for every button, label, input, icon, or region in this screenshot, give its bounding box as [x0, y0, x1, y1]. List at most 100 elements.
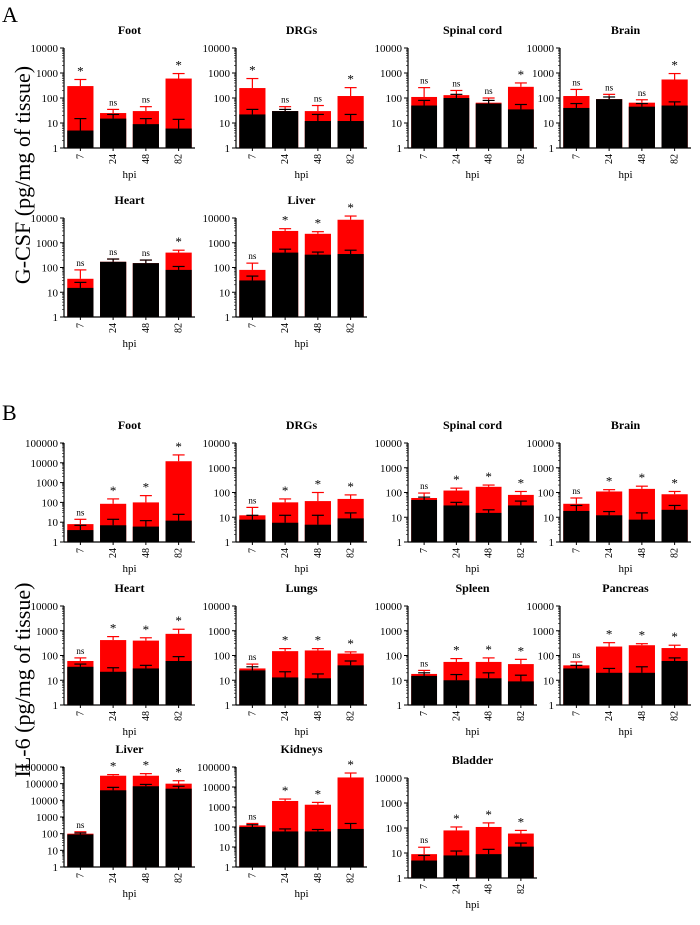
x-tick-label: 24 — [604, 548, 615, 558]
y-tick-label: 10000 — [31, 43, 59, 55]
bar-control — [628, 106, 655, 148]
x-tick-label: 7 — [247, 711, 258, 716]
significance-label: ns — [248, 811, 257, 821]
y-tick-label: 1 — [225, 862, 231, 874]
y-tick-label: 1 — [549, 143, 555, 155]
significance-label: * — [175, 439, 182, 454]
x-tick-label: 82 — [174, 323, 185, 333]
x-axis-label: hpi — [122, 338, 136, 350]
bar-control — [411, 499, 438, 542]
significance-label: * — [249, 63, 256, 78]
bar-control — [304, 121, 331, 148]
y-tick-label: 1000 — [208, 68, 231, 80]
bar-control — [596, 515, 623, 542]
x-tick-label: 7 — [571, 548, 582, 553]
bar-control — [661, 660, 688, 705]
y-tick-label: 1 — [549, 700, 555, 712]
chart-title: Liver — [116, 742, 145, 756]
chart-a-heart: Heart 1 10 100 1000 10000 ns 7 ns 24 ns 48 * 82 hpi — [31, 193, 195, 350]
chart-a-liver: Liver 1 10 100 1000 10000 ns 7 * 24 * 48 * 82 hpi — [203, 193, 367, 350]
chart-b-foot: Foot 1 10 100 1000 10000 100000 ns 7 * 24 * 48 * 82 hpi — [25, 418, 195, 575]
y-tick-label: 10 — [219, 842, 231, 854]
significance-label: * — [77, 63, 84, 78]
x-tick-label: 7 — [419, 884, 430, 889]
y-tick-label: 1 — [397, 537, 403, 549]
x-tick-label: 24 — [108, 548, 119, 558]
x-tick-label: 82 — [346, 548, 357, 558]
x-tick-label: 24 — [108, 873, 119, 883]
x-tick-label: 24 — [451, 154, 462, 164]
chart-b-bladder: Bladder 1 10 100 1000 10000 ns 7 * 24 * 48 * 82 hpi — [375, 753, 537, 911]
chart-b-heart: Heart 1 10 100 1000 10000 ns 7 * 24 * 48 * 82 hpi — [31, 581, 195, 738]
y-tick-label: 100 — [42, 829, 59, 841]
significance-label: ns — [452, 78, 461, 88]
significance-label: * — [518, 814, 525, 829]
bar-control — [239, 670, 266, 705]
x-tick-label: 48 — [313, 323, 324, 333]
x-tick-label: 82 — [516, 884, 527, 894]
x-tick-label: 48 — [141, 323, 152, 333]
significance-label: ns — [76, 646, 85, 656]
y-tick-label: 10000 — [203, 213, 231, 225]
y-tick-label: 100000 — [25, 438, 59, 450]
significance-label: * — [315, 633, 322, 648]
x-tick-label: 48 — [484, 548, 495, 558]
x-axis-label: hpi — [294, 338, 308, 350]
y-tick-label: 1000 — [532, 68, 555, 80]
significance-label: * — [143, 480, 150, 495]
x-tick-label: 24 — [280, 323, 291, 333]
y-tick-label: 10 — [391, 848, 403, 860]
bar-control — [304, 524, 331, 542]
bar-control — [337, 121, 364, 148]
x-axis-label: hpi — [122, 563, 136, 575]
bar-control — [67, 530, 94, 542]
y-tick-label: 10000 — [375, 438, 403, 450]
y-tick-label: 100 — [386, 651, 403, 663]
x-tick-label: 24 — [280, 711, 291, 721]
significance-label: * — [347, 636, 354, 651]
charts-group: Foot 1 10 100 1000 10000 * 7 ns 24 ns 48 * 82 hpi DRGs 1… — [20, 23, 691, 911]
x-tick-label: 24 — [451, 548, 462, 558]
y-tick-label: 100 — [214, 651, 231, 663]
y-tick-label: 100 — [42, 263, 59, 275]
chart-title: Heart — [115, 581, 145, 595]
x-tick-label: 7 — [75, 154, 86, 159]
x-tick-label: 7 — [75, 323, 86, 328]
bar-control — [100, 525, 127, 542]
significance-label: * — [347, 479, 354, 494]
bar-control — [443, 98, 470, 148]
x-axis-label: hpi — [618, 563, 632, 575]
y-tick-label: 10000 — [203, 601, 231, 613]
x-tick-label: 48 — [141, 873, 152, 883]
bar-control — [507, 505, 534, 542]
bar-control — [67, 666, 94, 705]
bar-control — [239, 280, 266, 317]
bar-control — [132, 786, 159, 867]
significance-label: ns — [142, 95, 151, 105]
significance-label: * — [639, 628, 646, 643]
significance-label: ns — [314, 94, 323, 104]
x-axis-label: hpi — [122, 169, 136, 181]
y-tick-label: 10000 — [203, 438, 231, 450]
bar-control — [132, 526, 159, 542]
y-tick-label: 10000 — [31, 795, 59, 807]
bar-control — [596, 99, 623, 148]
x-tick-label: 24 — [280, 548, 291, 558]
x-tick-label: 48 — [313, 548, 324, 558]
bar-control — [132, 124, 159, 148]
significance-label: * — [110, 621, 117, 636]
y-tick-label: 10 — [543, 118, 555, 130]
y-tick-label: 1000 — [36, 626, 59, 638]
y-tick-label: 1000 — [380, 463, 403, 475]
significance-label: * — [671, 475, 678, 490]
significance-label: ns — [248, 495, 257, 505]
y-tick-label: 100 — [538, 651, 555, 663]
y-tick-label: 100 — [42, 497, 59, 509]
x-tick-label: 48 — [313, 711, 324, 721]
significance-label: * — [606, 474, 613, 489]
bar-control — [411, 105, 438, 148]
y-tick-label: 100 — [386, 488, 403, 500]
significance-label: * — [175, 765, 182, 780]
significance-label: * — [453, 811, 460, 826]
x-tick-label: 7 — [247, 873, 258, 878]
